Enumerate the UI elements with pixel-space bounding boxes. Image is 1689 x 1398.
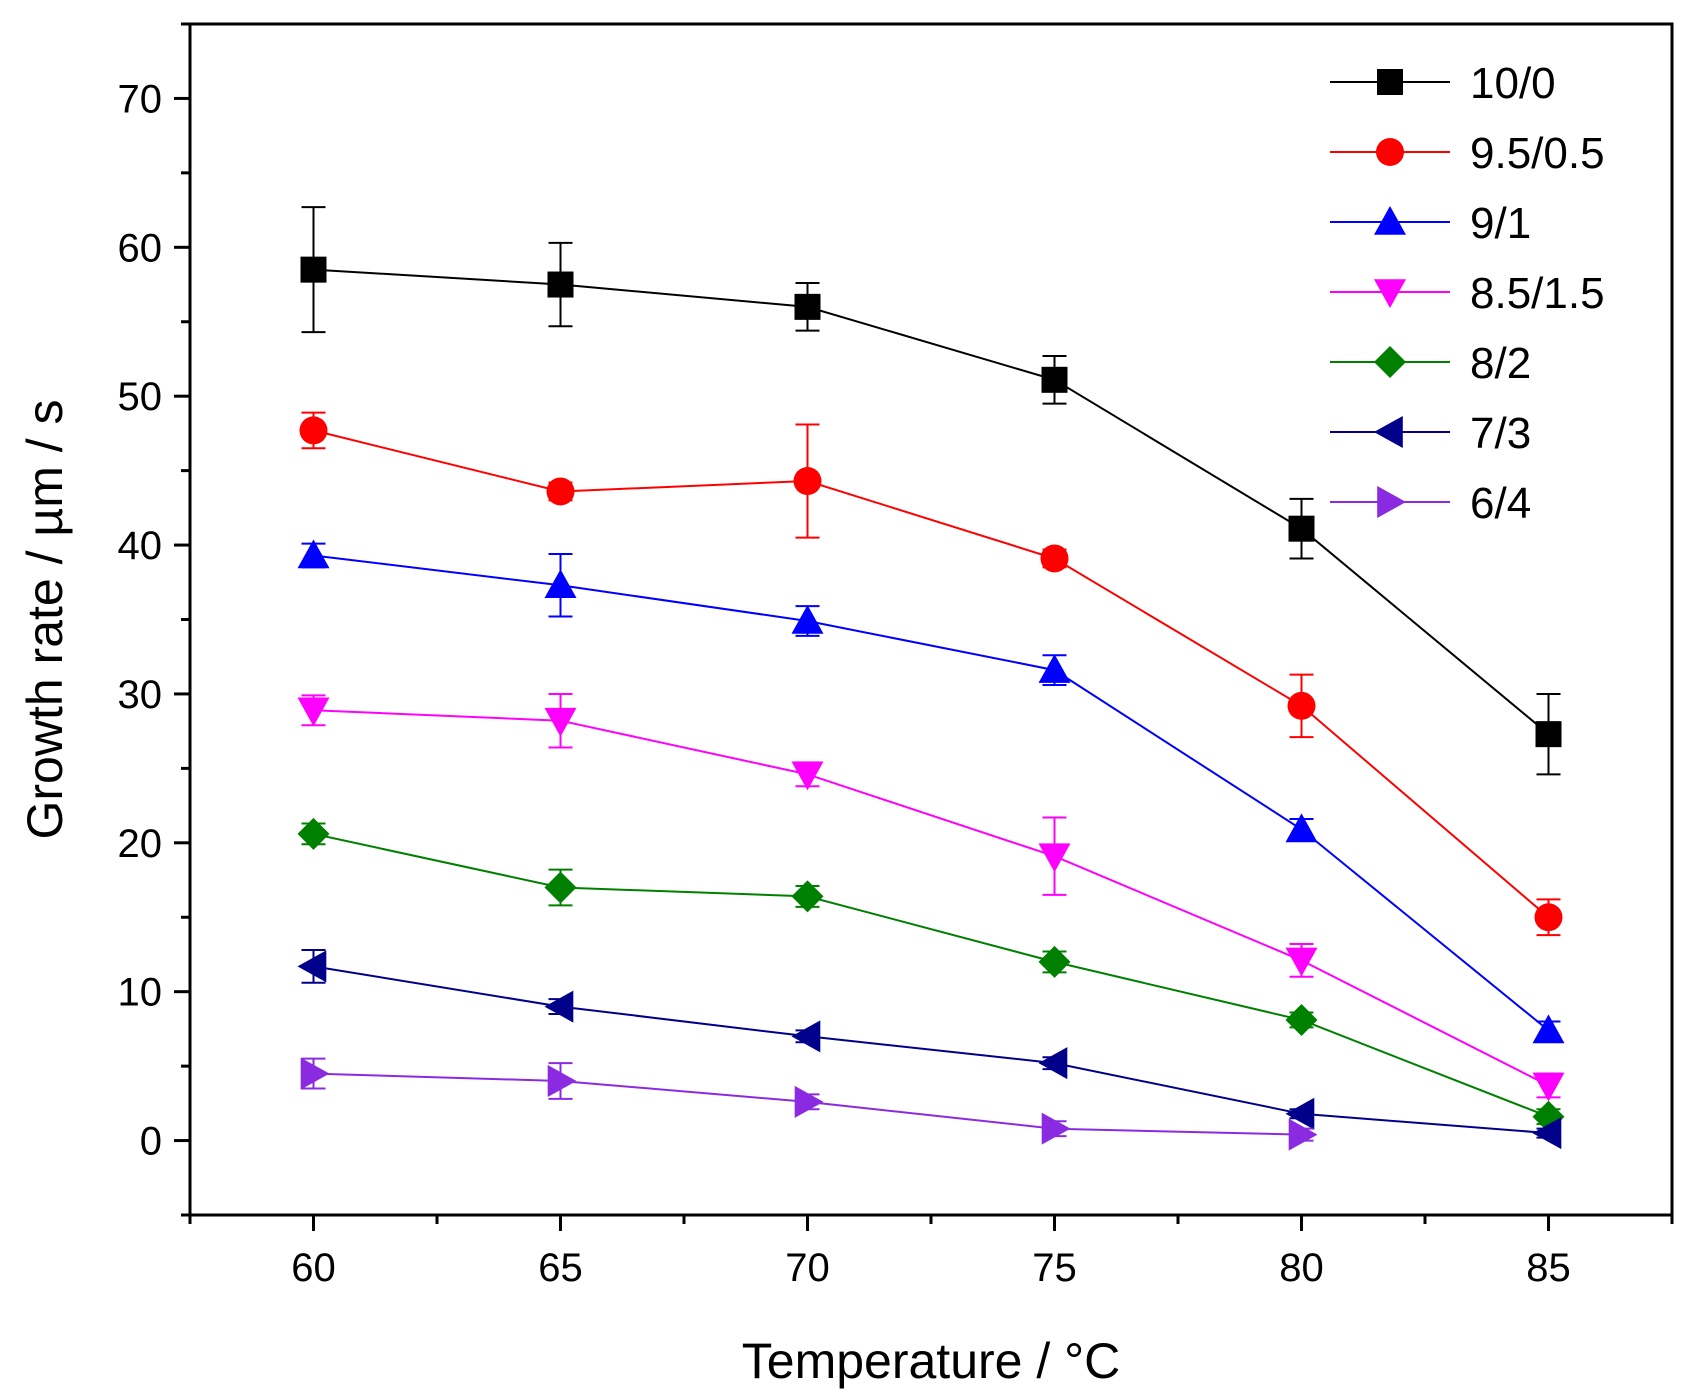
axes-layer: 0 10 20 30 40 50 60 70 60 65 70 75 80 85: [118, 22, 1674, 1290]
data-point: [297, 539, 330, 569]
x-tick-label: 75: [1032, 1246, 1077, 1290]
data-point: [297, 950, 327, 983]
data-point: [544, 569, 577, 599]
data-point: [1041, 366, 1068, 393]
legend-marker: [1377, 486, 1406, 518]
data-point: [791, 1020, 821, 1053]
data-point: [544, 990, 574, 1023]
y-axis-label: Growth rate / µm / s: [17, 399, 73, 839]
x-tick-label: 70: [785, 1246, 830, 1290]
x-tick-label: 85: [1526, 1246, 1571, 1290]
x-tick-label: 60: [291, 1246, 336, 1290]
data-point: [546, 477, 575, 506]
data-point: [1038, 843, 1071, 873]
data-point: [1038, 945, 1071, 978]
data-point: [1288, 1118, 1318, 1151]
y-tick-label: 0: [140, 1120, 162, 1164]
legend-label: 8/2: [1470, 339, 1531, 388]
x-tick-label: 65: [538, 1246, 583, 1290]
series-9-1: [297, 539, 1565, 1044]
x-axis-label: Temperature / °C: [742, 1333, 1120, 1389]
series-9-5-0-5: [299, 411, 1563, 937]
data-point: [791, 880, 824, 913]
legend-label: 8.5/1.5: [1470, 269, 1605, 318]
data-point: [793, 467, 822, 496]
data-point: [1285, 947, 1318, 977]
data-point: [1040, 544, 1069, 573]
legend: 10/0 9.5/0.5 9/1 8.5/1.5 8/2 7/3 6/4: [1330, 59, 1605, 528]
series-line: [313, 965, 1549, 1135]
data-point: [544, 871, 577, 904]
legend-label: 9/1: [1470, 199, 1531, 248]
data-point: [1532, 1117, 1562, 1150]
data-point: [1535, 721, 1562, 748]
y-tick-label: 10: [118, 971, 163, 1015]
series-line: [313, 268, 1550, 735]
series-8-5-1-5: [297, 692, 1565, 1102]
legend-marker: [1374, 416, 1403, 448]
y-tick-label: 40: [118, 524, 163, 568]
data-point: [791, 761, 824, 791]
legend-marker: [1374, 206, 1406, 235]
series-line: [313, 832, 1549, 1118]
data-point: [1038, 1047, 1068, 1080]
data-point: [1288, 515, 1315, 542]
data-point: [547, 1065, 577, 1098]
data-point: [794, 1085, 824, 1118]
data-point: [299, 416, 328, 445]
series-10-0: [300, 206, 1562, 776]
series-line: [313, 429, 1550, 919]
data-point: [1534, 903, 1563, 932]
legend-marker: [1377, 69, 1403, 95]
series-6-4: [300, 1057, 1318, 1151]
y-tick-label: 50: [118, 375, 163, 419]
data-point: [297, 817, 330, 850]
series-7-3: [297, 949, 1562, 1150]
legend-marker: [1376, 138, 1404, 166]
series-layer: [297, 206, 1565, 1151]
legend-label: 6/4: [1470, 479, 1531, 528]
series-8-2: [297, 817, 1565, 1133]
data-point: [1532, 1014, 1565, 1044]
y-tick-label: 60: [118, 226, 163, 270]
legend-marker: [1374, 346, 1406, 378]
data-point: [1287, 691, 1316, 720]
data-point: [1038, 654, 1071, 683]
data-point: [544, 707, 577, 737]
y-tick-label: 20: [118, 822, 163, 866]
data-point: [547, 271, 574, 298]
data-point: [1285, 813, 1318, 843]
legend-label: 7/3: [1470, 409, 1531, 458]
data-point: [1532, 1072, 1565, 1102]
data-point: [297, 697, 330, 727]
legend-label: 10/0: [1470, 59, 1556, 108]
data-point: [791, 604, 824, 634]
data-point: [1285, 1097, 1315, 1130]
legend-label: 9.5/0.5: [1470, 129, 1605, 178]
legend-marker: [1374, 279, 1406, 308]
data-point: [1041, 1112, 1071, 1145]
data-point: [794, 293, 821, 320]
y-tick-label: 70: [118, 77, 163, 121]
data-point: [300, 256, 327, 283]
y-tick-label: 30: [118, 673, 163, 717]
series-line: [313, 709, 1549, 1087]
data-point: [300, 1057, 330, 1090]
data-point: [1285, 1003, 1318, 1036]
x-tick-label: 80: [1279, 1246, 1324, 1290]
series-line: [313, 554, 1550, 1032]
